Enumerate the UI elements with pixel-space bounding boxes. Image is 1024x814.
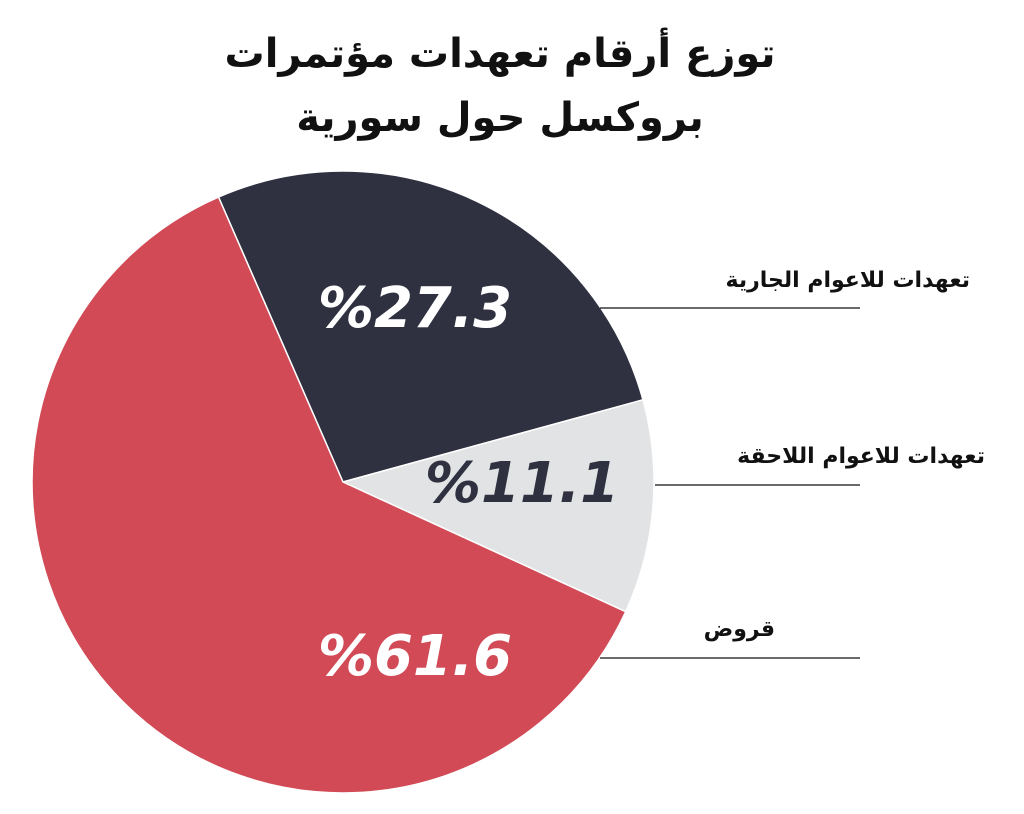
legend-label: قروض [704, 617, 775, 642]
chart-title: توزع أرقام تعهدات مؤتمرات بروكسل حول سور… [224, 31, 776, 141]
legend-label: تعهدات للاعوام اللاحقة [737, 444, 985, 469]
pie-slice [340, 398, 655, 613]
value-label: %11.1 [425, 451, 619, 516]
pie-slice [31, 196, 627, 794]
legend-label: تعهدات للاعوام الجارية [725, 268, 970, 293]
pie-slice [217, 170, 644, 483]
value-label: %27.3 [318, 276, 512, 341]
value-label: %61.6 [318, 624, 512, 689]
